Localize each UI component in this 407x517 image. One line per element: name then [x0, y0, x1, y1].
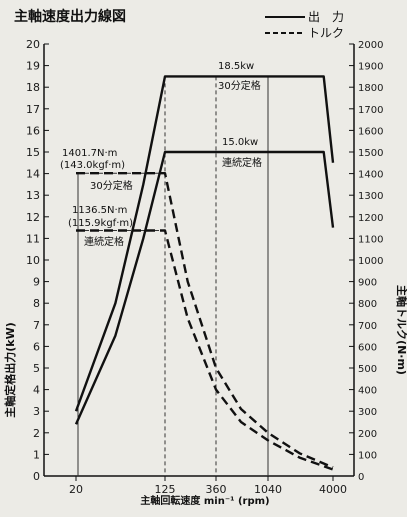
annotation-tcont-kgf: (115.9kgf·m): [68, 218, 133, 229]
y-right-tick-label: 1000: [358, 256, 383, 267]
legend-dashed-label: トルク: [308, 26, 344, 40]
y-left-tick-label: 9: [33, 276, 40, 289]
y-left-tick-label: 1: [33, 448, 40, 461]
plot-area: 0123456789101112131415161718192001002003…: [26, 38, 383, 496]
y-left-tick-label: 2: [33, 427, 40, 440]
series-line-0: [74, 75, 335, 412]
series-line-3: [76, 229, 334, 471]
y-left-tick-label: 16: [26, 124, 40, 137]
series-line-1: [74, 150, 335, 425]
y-left-tick-label: 19: [26, 60, 40, 73]
annotation-t30-kgf: (143.0kgf·m): [60, 160, 125, 171]
y-left-tick-label: 7: [33, 319, 40, 332]
legend-solid-label: 出 力: [308, 10, 344, 24]
series-line-2: [76, 172, 334, 469]
y-right-tick-label: 1100: [358, 234, 383, 245]
y-left-tick-label: 15: [26, 146, 40, 159]
y-left-tick-label: 11: [26, 232, 40, 245]
y-right-tick-label: 1500: [358, 148, 383, 159]
y-left-tick-label: 20: [26, 38, 40, 51]
annotation-pcont-note: 連続定格: [222, 156, 262, 169]
y-right-tick-label: 600: [358, 342, 377, 353]
x-tick-label: 360: [206, 483, 227, 496]
x-tick-label: 125: [155, 483, 176, 496]
y-left-tick-label: 17: [26, 103, 40, 116]
y-left-tick-label: 10: [26, 254, 40, 267]
y-right-tick-label: 1600: [358, 126, 383, 137]
y-left-tick-label: 14: [26, 168, 40, 181]
legend: 出 力 トルク: [265, 10, 344, 40]
y-right-tick-label: 1900: [358, 62, 383, 73]
annotation-t30-nm: 1401.7N·m: [62, 148, 117, 159]
annotation-pcont-label: 15.0kw: [222, 137, 258, 148]
y-left-tick-label: 8: [33, 297, 40, 310]
y-left-tick-label: 0: [33, 470, 40, 483]
y-right-tick-label: 1400: [358, 170, 383, 181]
y-right-tick-label: 1700: [358, 105, 383, 116]
y-axis-right-title: 主軸トルク(N·m): [395, 285, 407, 375]
y-right-tick-label: 200: [358, 429, 377, 440]
y-left-tick-label: 12: [26, 211, 40, 224]
x-axis-title: 主軸回転速度 min⁻¹ (rpm): [140, 494, 269, 507]
x-tick-label: 20: [69, 483, 83, 496]
annotation-t30-note: 30分定格: [90, 179, 133, 192]
y-right-tick-label: 2000: [358, 40, 383, 51]
annotations: 18.5kw 30分定格 15.0kw 連続定格 1401.7N·m (143.…: [60, 61, 262, 248]
y-left-tick-label: 3: [33, 405, 40, 418]
y-right-tick-label: 800: [358, 299, 377, 310]
x-tick-label: 1040: [254, 483, 282, 496]
y-left-tick-label: 18: [26, 81, 40, 94]
annotation-p30-note: 30分定格: [218, 79, 261, 92]
annotation-tcont-nm: 1136.5N·m: [72, 205, 127, 216]
y-right-tick-label: 1200: [358, 213, 383, 224]
annotation-tcont-note: 連続定格: [84, 235, 124, 248]
y-left-tick-label: 4: [33, 384, 40, 397]
y-right-tick-label: 1300: [358, 191, 383, 202]
x-tick-label: 4000: [319, 483, 347, 496]
y-right-tick-label: 500: [358, 364, 377, 375]
y-left-tick-label: 5: [33, 362, 40, 375]
y-right-tick-label: 400: [358, 386, 377, 397]
y-axis-left-title: 主軸定格出力(kW): [3, 322, 17, 418]
y-right-tick-label: 700: [358, 321, 377, 332]
y-left-tick-label: 13: [26, 189, 40, 202]
y-right-tick-label: 300: [358, 407, 377, 418]
annotation-p30-label: 18.5kw: [218, 61, 254, 72]
y-right-tick-label: 1800: [358, 83, 383, 94]
y-right-tick-label: 900: [358, 278, 377, 289]
y-right-tick-label: 0: [358, 472, 364, 483]
y-left-tick-label: 6: [33, 340, 40, 353]
chart-title: 主軸速度出力線図: [14, 8, 126, 25]
y-right-tick-label: 100: [358, 450, 377, 461]
